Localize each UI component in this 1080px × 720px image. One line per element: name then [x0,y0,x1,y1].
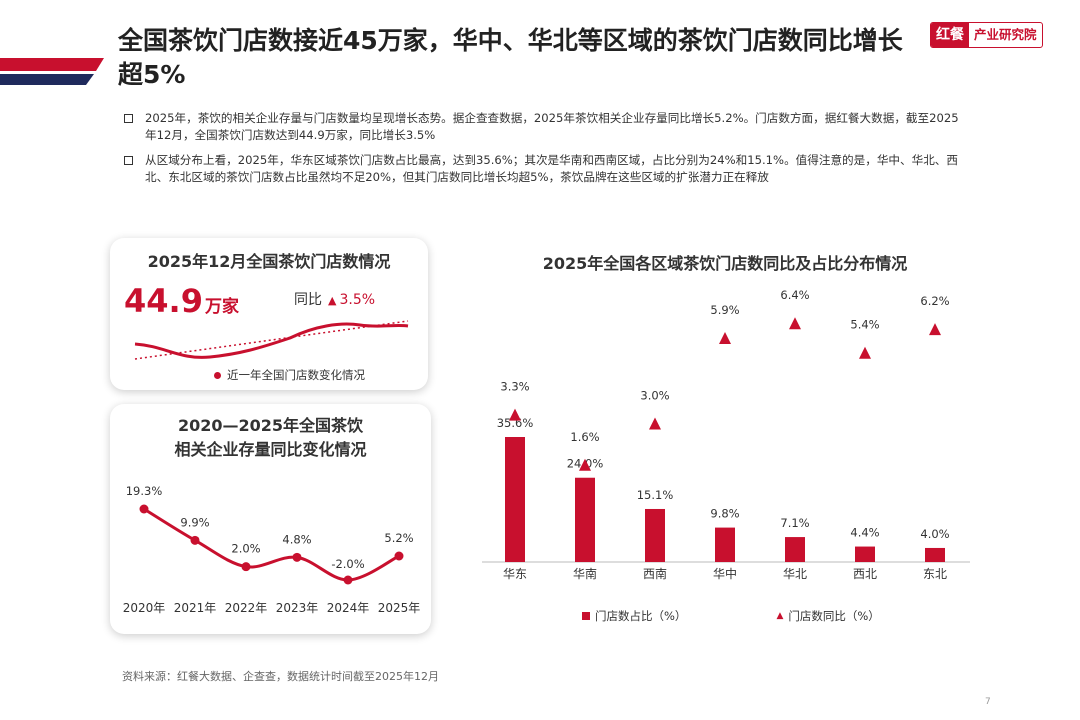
legend-bar-swatch [582,612,590,620]
line-point [394,551,404,561]
line-point-label: 19.3% [126,484,163,498]
store-count-value: 44.9 万家 [124,282,239,320]
bar [925,547,945,562]
x-tick-label: 东北 [923,567,947,581]
summary-bullets: 2025年，茶饮的相关企业存量与门店数量均呈现增长态势。据企查查数据，2025年… [124,110,969,194]
regional-chart-title: 2025年全国各区域茶饮门店数同比及占比分布情况 [542,254,908,273]
x-tick-label: 2022年 [225,601,268,615]
bar-value-label: 7.1% [780,516,809,530]
yoy-triangle-marker [719,331,731,344]
line-point-label: -2.0% [331,557,364,571]
brand-logo-mark: 红餐 [931,23,969,47]
x-tick-label: 2025年 [378,601,421,615]
yoy-triangle-marker [789,317,801,330]
header-stripe [0,58,104,85]
bar [505,437,525,562]
x-tick-label: 西北 [853,567,877,581]
bar [645,508,665,562]
page-title: 全国茶饮门店数接近45万家，华中、华北等区域的茶饮门店数同比增长超5% [118,26,903,89]
line-point-label: 5.2% [384,531,413,545]
x-tick-label: 2023年 [276,601,319,615]
yoy-value: 3.5% [339,292,376,308]
store-yoy: 同比 ▲ 3.5% [294,289,375,309]
store-card-title: 2025年12月全国茶饮门店数情况 [147,252,391,271]
sparkline-trend [134,322,409,359]
bar-value-label: 4.4% [850,526,879,540]
x-tick-label: 2020年 [123,601,166,615]
x-tick-label: 2021年 [174,601,217,615]
yoy-triangle-marker [859,346,871,359]
bar-value-label: 35.6% [497,416,534,430]
yoy-triangle-marker [509,408,521,421]
yoy-value-label: 6.2% [920,294,949,308]
line-point [139,504,149,514]
bullet-text: 从区域分布上看，2025年，华东区域茶饮门店数占比最高，达到35.6%；其次是华… [145,153,958,184]
x-tick-label: 华南 [573,566,597,581]
bullet-text: 2025年，茶饮的相关企业存量与门店数量均呈现增长态势。据企查查数据，2025年… [145,111,959,142]
store-trend-sparkline [134,320,409,360]
brand-label: 产业研究院 [974,27,1037,42]
enterprise-title-line2: 相关企业存量同比变化情况 [174,440,367,459]
x-tick-label: 华中 [713,566,737,581]
line-point-label: 9.9% [180,515,209,529]
regional-bar-chart: 35.6%华东3.3%24.0%华南1.6%15.1%西南3.0%9.8%华中5… [482,288,970,581]
line-point [241,562,251,572]
legend-share-label: 门店数占比（%） [595,609,687,623]
enterprise-title-line1: 2020—2025年全国茶饮 [177,416,364,435]
regional-chart-legend: 门店数占比（%） ▲ 门店数同比（%） [582,608,880,624]
bar [575,477,595,562]
bar [715,527,735,562]
bar-value-label: 4.0% [920,527,949,541]
enterprise-yoy-line [143,507,400,582]
yoy-value-label: 1.6% [570,430,599,444]
x-tick-label: 华北 [783,567,807,581]
bar [855,546,875,562]
store-count-unit: 万家 [204,297,239,317]
store-count-number: 44.9 [124,282,203,320]
bullet-item: 2025年，茶饮的相关企业存量与门店数量均呈现增长态势。据企查查数据，2025年… [124,110,969,144]
source-note: 资料来源：红餐大数据、企查查，数据统计时间截至2025年12月 [122,670,439,683]
legend-triangle-icon: ▲ [776,611,784,621]
legend-dot-icon [214,371,221,379]
up-triangle-icon: ▲ [328,294,337,307]
yoy-triangle-marker [649,417,661,430]
store-count-card: 2025年12月全国茶饮门店数情况 44.9 万家 同比 ▲ 3.5% 近一年全国门店… [110,238,428,390]
square-bullet-icon [124,156,133,165]
line-point-label: 2.0% [231,542,260,556]
x-tick-label: 2024年 [327,601,370,615]
yoy-value-label: 5.4% [850,318,879,332]
bar-value-label: 9.8% [710,507,739,521]
line-point-label: 4.8% [282,532,311,546]
line-point [343,575,353,585]
enterprise-yoy-card: 2020—2025年全国茶饮 相关企业存量同比变化情况 19.3% 2020年 9.… [110,404,431,634]
enterprise-yoy-line-chart: 19.3% 2020年 9.9% 2021年 2.0% 2022年 4.8% 2023年 -2.… [123,484,421,615]
sparkline-legend-label: 近一年全国门店数变化情况 [227,368,365,382]
yoy-triangle-marker [579,458,591,471]
bullet-item: 从区域分布上看，2025年，华东区域茶饮门店数占比最高，达到35.6%；其次是华… [124,152,969,186]
yoy-value-label: 5.9% [710,303,739,317]
yoy-label: 同比 [294,292,322,308]
brand-logo: 红餐 产业研究院 [930,22,1043,48]
square-bullet-icon [124,114,133,123]
x-tick-label: 华东 [503,567,527,581]
yoy-value-label: 3.3% [500,380,529,394]
line-point [190,535,200,545]
legend-yoy-label: 门店数同比（%） [788,609,880,623]
bar [785,537,805,562]
sparkline-trendline [134,320,409,360]
page-number: 7 [985,697,991,707]
yoy-value-label: 6.4% [780,288,809,302]
line-point [292,552,302,562]
x-tick-label: 西南 [643,566,667,581]
bar-value-label: 15.1% [637,488,674,502]
yoy-value-label: 3.0% [640,389,669,403]
yoy-triangle-marker [929,323,941,336]
enterprise-card-title: 2020—2025年全国茶饮 相关企业存量同比变化情况 [110,414,431,462]
sparkline-legend: 近一年全国门店数变化情况 [214,367,365,383]
